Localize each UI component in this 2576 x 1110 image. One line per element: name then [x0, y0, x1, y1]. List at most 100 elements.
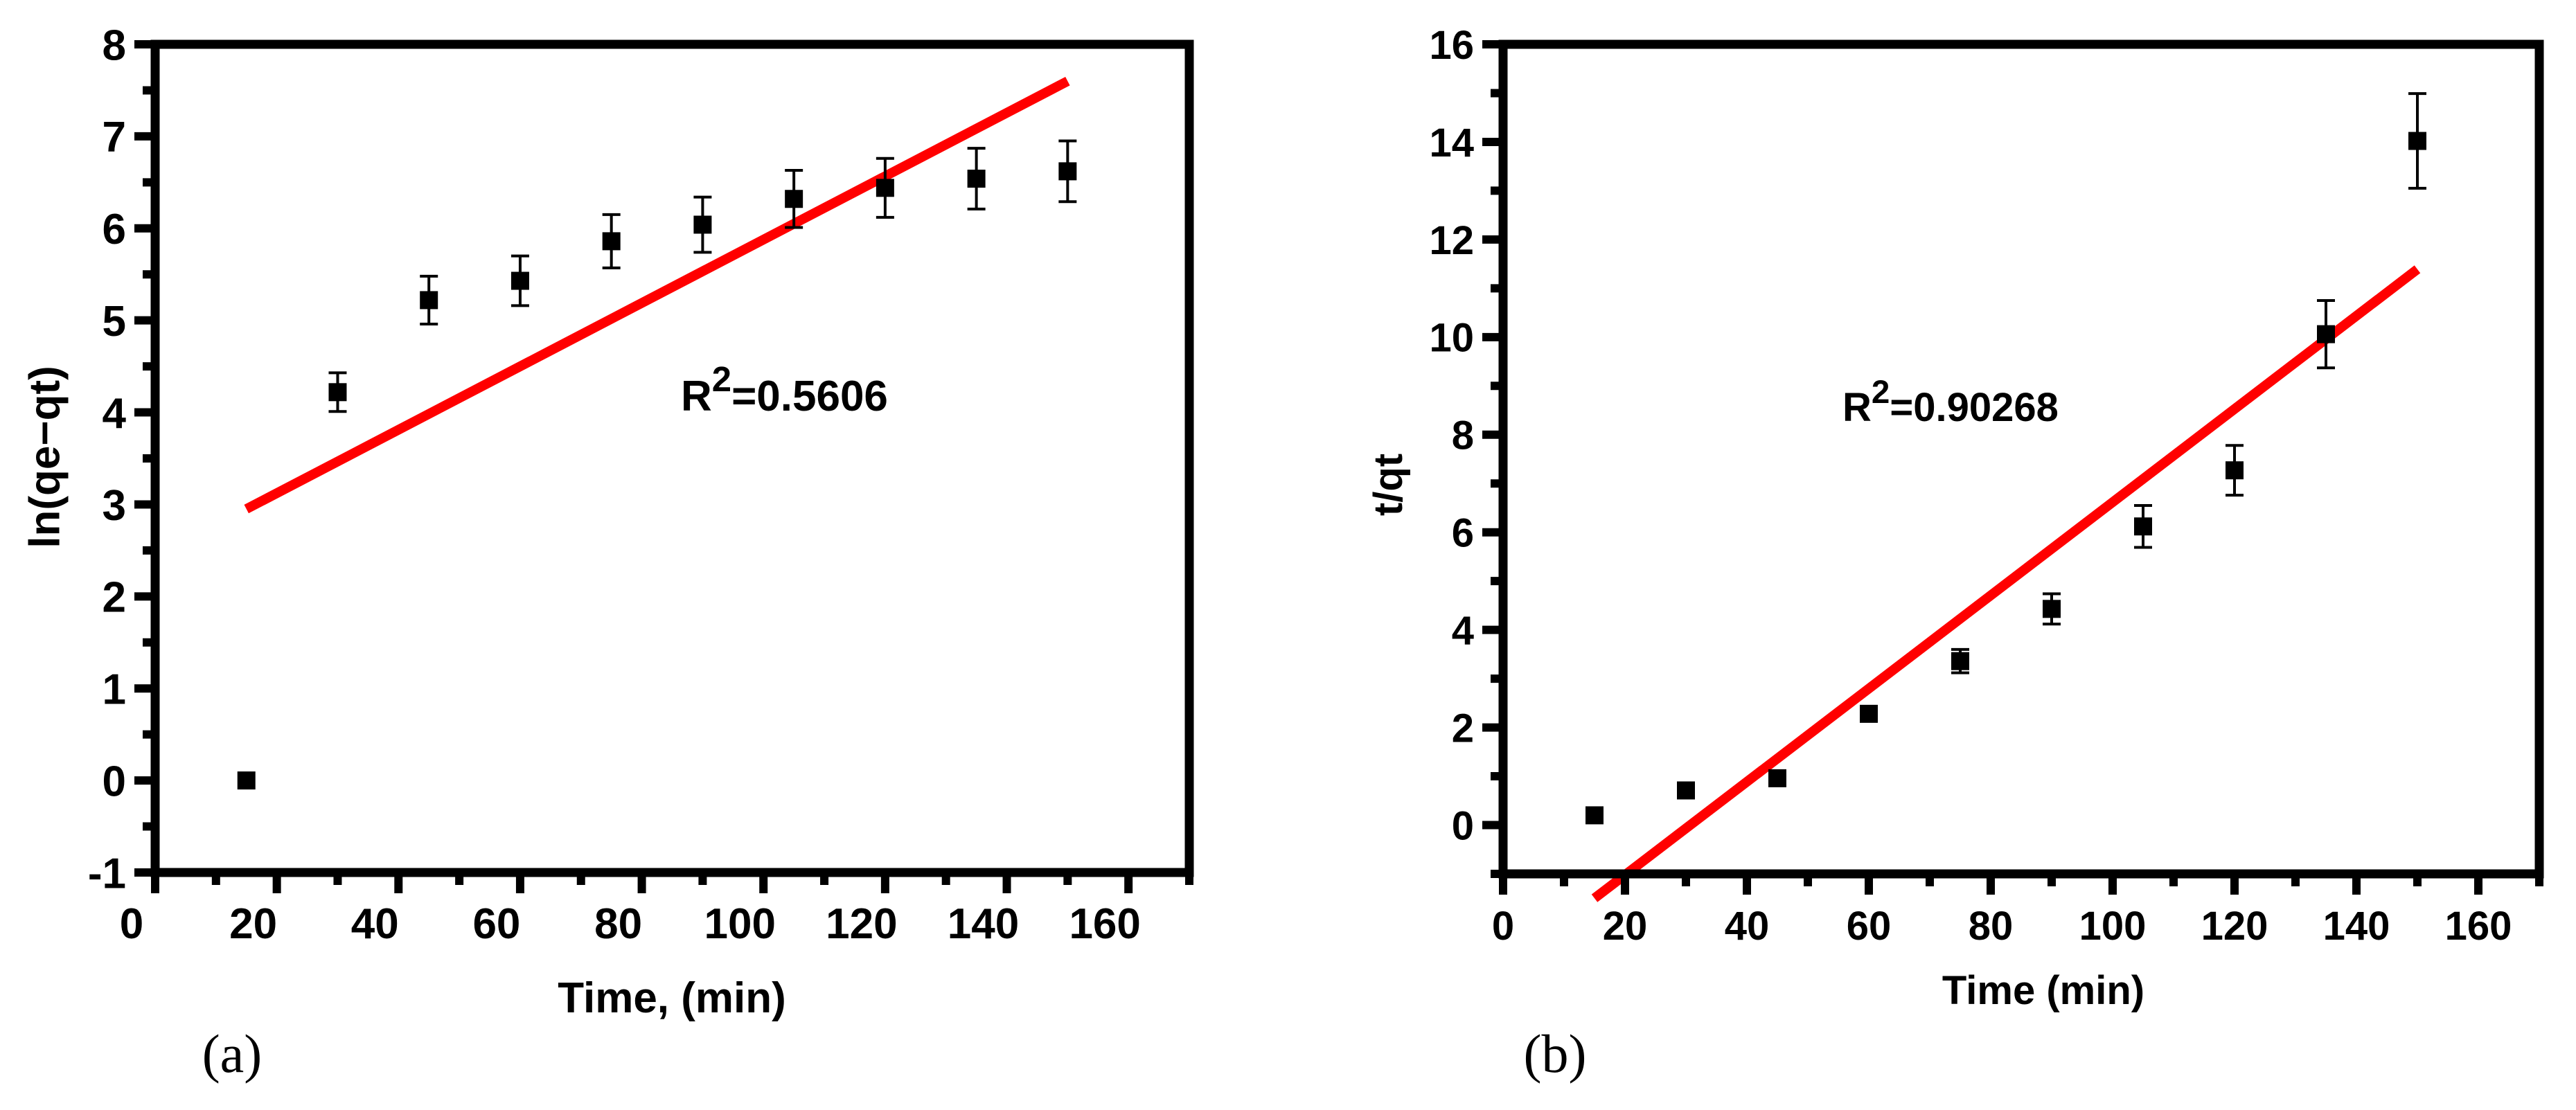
y-tick-label: 14: [1429, 120, 1474, 165]
square-marker: [328, 383, 347, 402]
data-point: [1951, 647, 1969, 674]
y-tick-label: 2: [103, 574, 126, 622]
square-marker: [2226, 461, 2244, 480]
plot-border: [1498, 39, 2544, 879]
square-marker: [1768, 769, 1786, 787]
y-axis-ticks-a: -1 0 1 2 3 4 5 6 7 8: [88, 21, 155, 897]
square-marker: [602, 232, 621, 251]
square-marker: [693, 215, 712, 234]
y-axis-title-b: t/qt: [1366, 454, 1411, 516]
y-tick-label: 5: [103, 298, 126, 346]
y-tick-label: 7: [103, 114, 126, 161]
data-point: [1860, 704, 1878, 723]
data-point: [967, 147, 986, 211]
y-tick-label: 2: [1452, 706, 1474, 751]
panel-label-b: (b): [1524, 1023, 1587, 1084]
data-points-b: [1585, 92, 2426, 825]
data-point: [1677, 781, 1695, 800]
x-tick-label: 20: [229, 900, 277, 948]
x-axis-title-b: Time (min): [1942, 968, 2144, 1013]
x-tick-label: 0: [1492, 904, 1514, 949]
data-point: [420, 274, 438, 325]
y-tick-label: 0: [103, 758, 126, 805]
y-tick-label: 0: [1452, 803, 1474, 848]
linear-fit-line: [244, 76, 1070, 514]
linear-fit-line: [1591, 265, 2421, 902]
panel-label-a: (a): [202, 1023, 263, 1084]
y-axis-ticks-b: 0 2 4 6 8 10 12 14 16: [1429, 23, 1503, 878]
square-marker: [1951, 652, 1969, 670]
r-squared-annotation-b: R2=0.90268: [1842, 374, 2059, 430]
y-tick-label: 3: [103, 482, 126, 530]
x-tick-label: 140: [948, 900, 1019, 948]
x-tick-label: 120: [2201, 904, 2268, 949]
x-axis-ticks-b: 0 20 40 60 80 100 120 140 160: [1492, 874, 2543, 949]
square-marker: [1677, 781, 1695, 800]
y-tick-label: -1: [88, 850, 126, 897]
data-point: [2317, 298, 2335, 370]
x-tick-label: 80: [594, 900, 642, 948]
square-marker: [2043, 600, 2061, 618]
data-point: [237, 771, 256, 790]
data-points-a: [237, 139, 1077, 790]
x-axis-title-a: Time, (min): [558, 974, 786, 1022]
data-point: [2134, 503, 2152, 549]
x-tick-label: 160: [2445, 904, 2512, 949]
data-point: [785, 169, 803, 229]
y-tick-label: 8: [1452, 413, 1474, 458]
x-tick-label: 120: [826, 900, 897, 948]
y-tick-label: 12: [1429, 218, 1474, 263]
r-squared-annotation-a: R2=0.5606: [681, 359, 888, 420]
data-point: [2043, 592, 2061, 626]
fit-line-a: [244, 76, 1070, 514]
data-point: [328, 371, 347, 413]
data-point: [510, 254, 529, 307]
x-tick-label: 60: [1847, 904, 1892, 949]
x-tick-label: 40: [1725, 904, 1770, 949]
square-marker: [1058, 162, 1077, 181]
y-tick-label: 4: [1452, 609, 1474, 654]
data-point: [1585, 806, 1604, 825]
chart-panel-b: 0 20 40 60 80 100 120 140 160 0 2 4 6 8 10 12 14 16 R2=0…: [1366, 23, 2544, 1084]
y-tick-label: 6: [1452, 511, 1474, 556]
x-tick-label: 60: [472, 900, 520, 948]
data-point: [693, 195, 712, 254]
x-tick-label: 0: [120, 900, 143, 948]
square-marker: [1585, 806, 1604, 825]
data-point: [876, 156, 894, 219]
y-tick-label: 8: [103, 21, 126, 69]
x-tick-label: 40: [351, 900, 399, 948]
square-marker: [237, 771, 256, 790]
x-axis-ticks-a: 0 20 40 60 80 100 120 140 160: [120, 872, 1193, 948]
square-marker: [2408, 132, 2426, 150]
square-marker: [785, 190, 803, 208]
data-point: [1768, 769, 1786, 787]
square-marker: [967, 170, 986, 188]
data-point: [2226, 444, 2244, 497]
data-point: [1058, 139, 1077, 204]
axes-frame-b: [1498, 39, 2544, 879]
square-marker: [420, 291, 438, 310]
data-point: [602, 213, 621, 269]
y-axis-title-a: ln(qe−qt): [21, 366, 69, 548]
x-tick-label: 140: [2323, 904, 2390, 949]
x-tick-label: 80: [1969, 904, 2014, 949]
y-tick-label: 16: [1429, 23, 1474, 68]
data-point: [2408, 92, 2426, 190]
y-tick-label: 1: [103, 666, 126, 714]
square-marker: [510, 271, 529, 290]
x-tick-label: 20: [1603, 904, 1648, 949]
x-tick-label: 100: [704, 900, 776, 948]
square-marker: [2134, 517, 2152, 536]
y-tick-label: 6: [103, 206, 126, 253]
x-tick-label: 100: [2079, 904, 2147, 949]
square-marker: [2317, 325, 2335, 343]
x-tick-label: 160: [1069, 900, 1140, 948]
square-marker: [1860, 704, 1878, 723]
y-tick-label: 10: [1429, 316, 1474, 361]
square-marker: [876, 179, 894, 197]
y-tick-label: 4: [103, 390, 127, 438]
